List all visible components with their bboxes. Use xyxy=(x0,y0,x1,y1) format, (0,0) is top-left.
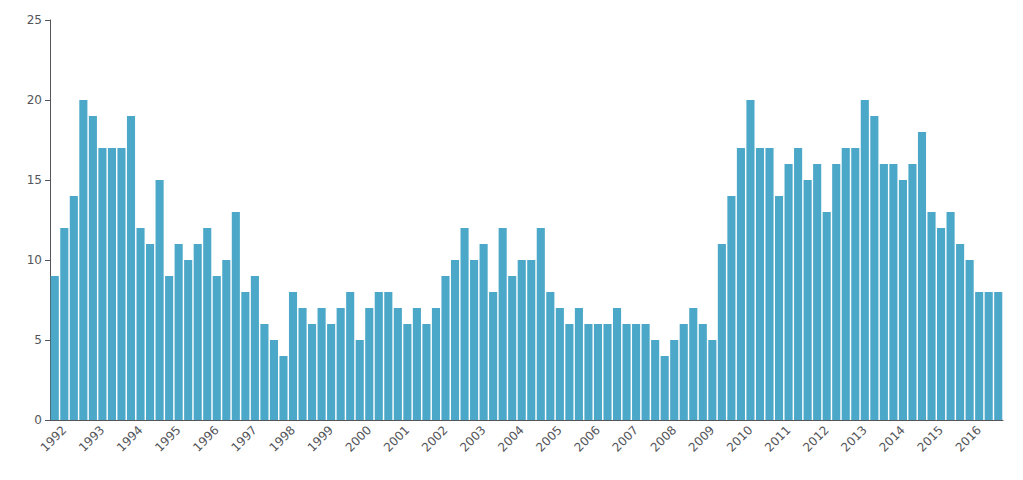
svg-text:2004: 2004 xyxy=(495,423,526,454)
svg-text:2009: 2009 xyxy=(686,423,717,454)
svg-text:1995: 1995 xyxy=(152,423,183,454)
svg-text:0: 0 xyxy=(34,413,42,427)
svg-text:2000: 2000 xyxy=(343,423,374,454)
svg-text:2016: 2016 xyxy=(953,423,984,454)
svg-text:1993: 1993 xyxy=(76,423,107,454)
svg-text:1996: 1996 xyxy=(190,423,221,454)
svg-text:2007: 2007 xyxy=(610,423,641,454)
svg-text:5: 5 xyxy=(34,333,42,347)
svg-text:2011: 2011 xyxy=(762,423,793,454)
svg-text:1994: 1994 xyxy=(114,423,145,454)
svg-text:2003: 2003 xyxy=(457,423,488,454)
svg-text:1999: 1999 xyxy=(305,423,336,454)
svg-text:20: 20 xyxy=(27,93,42,107)
svg-text:2001: 2001 xyxy=(381,423,412,454)
svg-text:15: 15 xyxy=(27,173,42,187)
svg-text:2012: 2012 xyxy=(800,423,831,454)
svg-text:1998: 1998 xyxy=(266,423,297,454)
svg-text:2015: 2015 xyxy=(915,423,946,454)
svg-text:2010: 2010 xyxy=(724,423,755,454)
svg-text:25: 25 xyxy=(27,13,42,27)
svg-text:2005: 2005 xyxy=(533,423,564,454)
svg-text:1992: 1992 xyxy=(38,423,69,454)
svg-text:2008: 2008 xyxy=(648,423,679,454)
svg-text:10: 10 xyxy=(27,253,42,267)
svg-text:2014: 2014 xyxy=(876,423,907,454)
svg-text:1997: 1997 xyxy=(228,423,259,454)
svg-text:2006: 2006 xyxy=(571,423,602,454)
svg-text:2013: 2013 xyxy=(838,423,869,454)
svg-text:2002: 2002 xyxy=(419,423,450,454)
